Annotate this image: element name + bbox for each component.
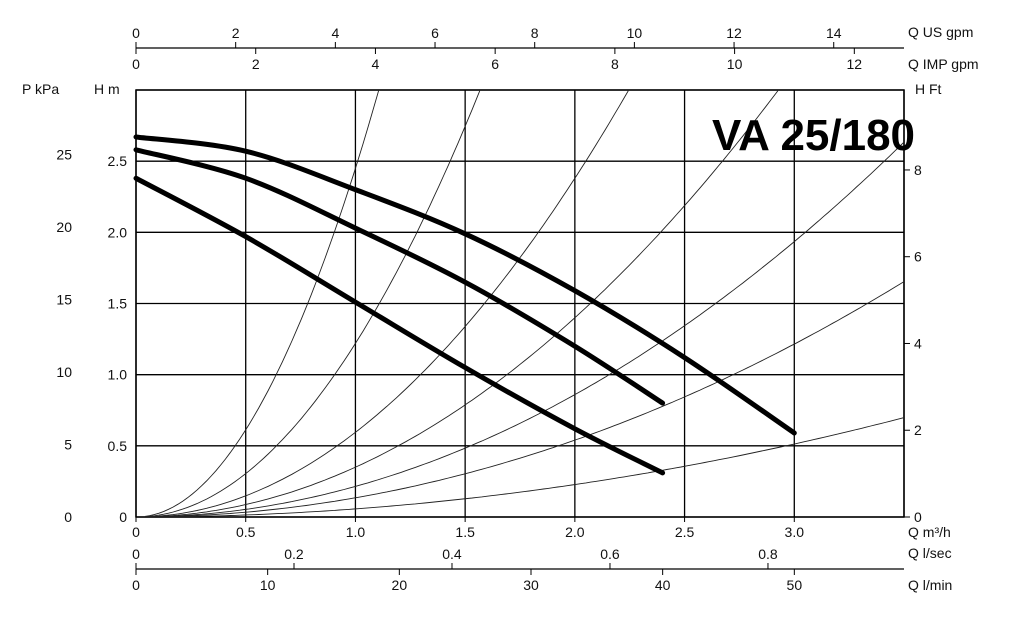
bottom-3-tick-label: 20 [392, 577, 408, 593]
ft-axis-label: H Ft [915, 81, 942, 97]
kpa-tick-label: 15 [56, 291, 72, 307]
pump-curve-speed-3 [133, 134, 797, 436]
system-curve-2 [144, 90, 481, 517]
bottom-3-tick-label: 10 [260, 577, 276, 593]
system-curve-3 [144, 90, 630, 517]
top-2-tick-label: 2 [252, 56, 260, 72]
top-1-tick-label: 2 [232, 25, 240, 41]
y-tick-label: 0 [119, 509, 127, 525]
kpa-tick-label: 10 [56, 364, 72, 380]
x-tick-label: 1.0 [346, 524, 366, 540]
bottom-3-axis-label: Q l/min [908, 577, 952, 593]
ft-tick-label: 0 [914, 509, 922, 525]
top-1-axis-label: Q US gpm [908, 24, 973, 40]
system-curve-6 [144, 281, 904, 517]
grid [135, 89, 905, 518]
bottom-2-tick-label: 0 [132, 546, 140, 562]
chart-title: VA 25/180 [712, 111, 915, 160]
top-2-tick-label: 8 [611, 56, 619, 72]
axes: 0 0.5 1.0 1.5 2.0 2.5 3.0 Q m³/h00.51.01.52.02.… [22, 24, 979, 593]
top-1-tick-label: 6 [431, 25, 439, 41]
bottom-2-tick-label: 0.2 [284, 546, 304, 562]
x-tick-label: 1.5 [455, 524, 475, 540]
top-2-tick-label: 12 [847, 56, 863, 72]
kpa-axis-label: P kPa [22, 81, 59, 97]
x-axis-label: Q m³/h [908, 524, 951, 540]
bottom-3-tick-label: 30 [523, 577, 539, 593]
system-curve-1 [144, 90, 380, 517]
bottom-3-tick-label: 40 [655, 577, 671, 593]
top-2-tick-label: 0 [132, 56, 140, 72]
ft-tick-label: 6 [914, 249, 922, 265]
top-2-tick-label: 4 [372, 56, 380, 72]
ft-tick-label: 4 [914, 335, 922, 351]
x-tick-label: 0.5 [236, 524, 256, 540]
kpa-tick-label: 20 [56, 219, 72, 235]
bottom-3-tick-label: 50 [787, 577, 803, 593]
system-curve-5 [144, 141, 904, 517]
bottom-2-tick-label: 0.8 [758, 546, 778, 562]
top-1-tick-label: 12 [726, 25, 742, 41]
y-tick-label: 0.5 [108, 438, 128, 454]
top-2-tick-label: 10 [727, 56, 743, 72]
top-1-tick-label: 8 [531, 25, 539, 41]
ft-tick-label: 8 [914, 162, 922, 178]
top-1-tick-label: 10 [627, 25, 643, 41]
x-tick-label: 2.0 [565, 524, 585, 540]
x-tick-label: 2.5 [675, 524, 695, 540]
bottom-2-tick-label: 0.6 [600, 546, 620, 562]
bottom-3-tick-label: 0 [132, 577, 140, 593]
x-tick-label: 3.0 [785, 524, 805, 540]
top-2-axis-label: Q IMP gpm [908, 56, 979, 72]
y-tick-label: 2.0 [108, 224, 128, 240]
ft-tick-label: 2 [914, 422, 922, 438]
y-tick-label: 1.0 [108, 367, 128, 383]
system-curve-4 [144, 90, 779, 517]
top-1-tick-label: 14 [826, 25, 842, 41]
system-curves [144, 90, 904, 517]
y-axis-label: H m [94, 81, 120, 97]
bottom-2-axis-label: Q l/sec [908, 545, 952, 561]
system-curve-7 [144, 417, 904, 517]
y-tick-label: 1.5 [108, 296, 128, 312]
top-2-tick-label: 6 [491, 56, 499, 72]
pump-curves [133, 134, 797, 476]
top-1-tick-label: 0 [132, 25, 140, 41]
top-1-tick-label: 4 [331, 25, 339, 41]
x-tick-label: 0 [132, 524, 140, 540]
pump-curve-speed-2 [133, 147, 666, 406]
plot-frame [135, 89, 905, 518]
kpa-tick-label: 0 [64, 509, 72, 525]
kpa-tick-label: 5 [64, 436, 72, 452]
y-tick-label: 2.5 [108, 153, 128, 169]
pump-curve-speed-1 [133, 175, 666, 476]
bottom-2-tick-label: 0.4 [442, 546, 462, 562]
kpa-tick-label: 25 [56, 146, 72, 162]
